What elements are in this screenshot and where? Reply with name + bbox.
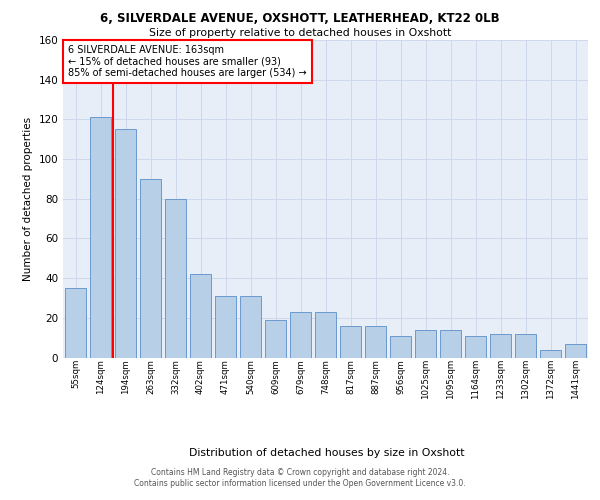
Bar bbox=[440, 330, 461, 357]
Bar bbox=[390, 336, 411, 357]
Bar bbox=[265, 320, 286, 358]
Y-axis label: Number of detached properties: Number of detached properties bbox=[23, 116, 33, 281]
Bar bbox=[490, 334, 511, 357]
Bar bbox=[540, 350, 561, 358]
Bar bbox=[115, 130, 136, 358]
Bar bbox=[290, 312, 311, 358]
Bar bbox=[415, 330, 436, 357]
Bar bbox=[565, 344, 586, 357]
Text: Contains HM Land Registry data © Crown copyright and database right 2024.
Contai: Contains HM Land Registry data © Crown c… bbox=[134, 468, 466, 487]
Bar bbox=[65, 288, 86, 358]
Bar bbox=[465, 336, 486, 357]
Bar bbox=[165, 198, 186, 358]
Bar bbox=[515, 334, 536, 357]
Text: Distribution of detached houses by size in Oxshott: Distribution of detached houses by size … bbox=[189, 448, 465, 458]
Bar bbox=[315, 312, 336, 358]
Bar bbox=[340, 326, 361, 358]
Bar bbox=[365, 326, 386, 358]
Text: 6 SILVERDALE AVENUE: 163sqm
← 15% of detached houses are smaller (93)
85% of sem: 6 SILVERDALE AVENUE: 163sqm ← 15% of det… bbox=[68, 45, 307, 78]
Text: 6, SILVERDALE AVENUE, OXSHOTT, LEATHERHEAD, KT22 0LB: 6, SILVERDALE AVENUE, OXSHOTT, LEATHERHE… bbox=[100, 12, 500, 26]
Bar bbox=[215, 296, 236, 358]
Bar bbox=[190, 274, 211, 357]
Bar bbox=[240, 296, 261, 358]
Bar bbox=[90, 118, 111, 358]
Bar bbox=[140, 179, 161, 358]
Text: Size of property relative to detached houses in Oxshott: Size of property relative to detached ho… bbox=[149, 28, 451, 38]
